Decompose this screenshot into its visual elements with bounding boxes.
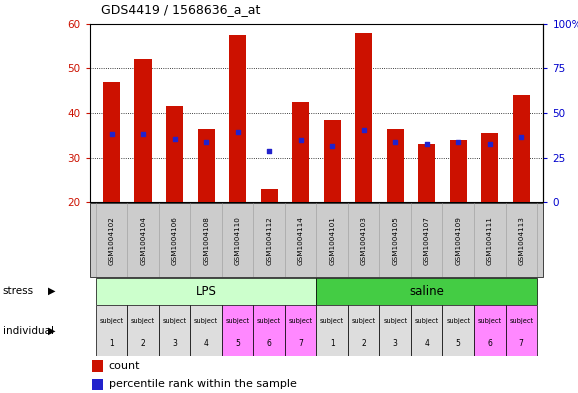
Text: LPS: LPS [196,285,217,298]
Text: subject: subject [225,318,250,325]
Text: 4: 4 [424,339,429,347]
Point [139,130,148,137]
Text: saline: saline [409,285,444,298]
Text: subject: subject [446,318,470,325]
Point [391,140,400,146]
Bar [292,102,309,202]
Bar [474,305,506,356]
Text: GSM1004106: GSM1004106 [172,216,177,264]
Bar [92,360,103,372]
Text: subject: subject [131,318,155,325]
Text: GDS4419 / 1568636_a_at: GDS4419 / 1568636_a_at [101,3,261,16]
Point [202,140,211,146]
Bar [506,305,537,356]
Bar [285,305,317,356]
Text: count: count [109,361,140,371]
Text: GSM1004113: GSM1004113 [518,216,524,264]
Text: 4: 4 [203,339,209,347]
Text: GSM1004104: GSM1004104 [140,216,146,264]
Text: subject: subject [509,318,533,325]
Text: subject: subject [477,318,502,325]
Text: subject: subject [288,318,313,325]
Text: GSM1004108: GSM1004108 [203,216,209,264]
Bar [348,305,380,356]
Bar [135,59,152,202]
Text: GSM1004105: GSM1004105 [392,216,398,264]
Point [265,148,274,154]
Bar [317,305,348,356]
Bar [355,33,372,202]
Point [422,141,431,147]
Text: individual: individual [3,325,54,336]
Text: 5: 5 [456,339,461,347]
Bar [127,305,159,356]
Bar [96,305,127,356]
Text: subject: subject [99,318,124,325]
Bar [317,278,537,305]
Text: GSM1004110: GSM1004110 [235,216,240,264]
Text: 6: 6 [487,339,492,347]
Text: subject: subject [162,318,187,325]
Point [296,137,305,143]
Point [517,134,526,140]
Point [107,131,116,138]
Text: 1: 1 [109,339,114,347]
Bar [103,82,120,202]
Text: GSM1004111: GSM1004111 [487,216,493,264]
Text: 2: 2 [361,339,366,347]
Bar [418,144,435,202]
Text: 6: 6 [267,339,272,347]
Bar [261,189,278,202]
Bar [387,129,404,202]
Text: GSM1004101: GSM1004101 [329,216,335,264]
Bar [481,133,498,202]
Point [328,143,337,149]
Text: stress: stress [3,286,34,296]
Bar [324,120,341,202]
Text: GSM1004107: GSM1004107 [424,216,429,264]
Text: 2: 2 [141,339,146,347]
Bar [96,278,317,305]
Text: subject: subject [320,318,344,325]
Point [233,129,242,135]
Text: 1: 1 [330,339,335,347]
Text: subject: subject [414,318,439,325]
Bar [450,140,467,202]
Bar [253,305,285,356]
Bar [513,95,530,202]
Text: ▶: ▶ [48,286,55,296]
Text: percentile rank within the sample: percentile rank within the sample [109,379,297,389]
Text: 7: 7 [519,339,524,347]
Text: GSM1004114: GSM1004114 [298,216,303,264]
Text: GSM1004109: GSM1004109 [455,216,461,264]
Bar [159,305,190,356]
Text: 7: 7 [298,339,303,347]
Point [359,127,368,133]
Text: 3: 3 [172,339,177,347]
Text: 5: 5 [235,339,240,347]
Text: GSM1004102: GSM1004102 [109,216,114,264]
Text: subject: subject [383,318,407,325]
Bar [443,305,474,356]
Bar [198,129,215,202]
Text: subject: subject [194,318,218,325]
Text: GSM1004103: GSM1004103 [361,216,366,264]
Bar [380,305,411,356]
Point [170,136,179,142]
Bar [411,305,443,356]
Text: subject: subject [351,318,376,325]
Bar [222,305,253,356]
Bar [92,378,103,390]
Text: 3: 3 [393,339,398,347]
Point [485,141,494,147]
Point [454,140,463,146]
Bar [190,305,222,356]
Bar [229,35,246,202]
Text: ▶: ▶ [48,325,55,336]
Text: GSM1004112: GSM1004112 [266,216,272,264]
Bar [166,106,183,202]
Text: subject: subject [257,318,281,325]
